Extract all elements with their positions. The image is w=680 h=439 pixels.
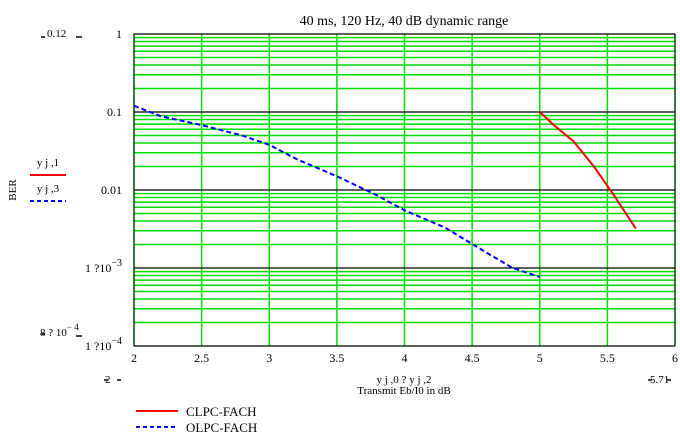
y-max-annotation: 0.12 [47,28,66,40]
x-tick-label: 4 [402,351,408,365]
x-max-annotation: 5.71 [650,374,669,386]
legend-label: OLPC-FACH [186,420,257,435]
x-tick-label: 6 [672,351,678,365]
x-tick-label: 4.5 [465,351,480,365]
y-tick-label: 1 ?10−3 [85,258,122,275]
plot-frame [133,33,676,347]
series-layer [133,104,637,278]
x-tick-label: 2 [131,351,137,365]
x-axis-label: Transmit Eb/I0 in dB [357,385,450,397]
y-legend-label: y j ,1 [37,157,59,169]
y-tick-label: 1 [116,27,122,41]
x-tick-label: 3.5 [329,351,344,365]
y-tick-label: 0.01 [101,183,122,197]
y-tick-label: 1 ?10−4 [85,336,122,353]
x-tick-labels: 2 2.5 3 3.5 4 4.5 5 5.5 6 [131,351,678,365]
x-tick-label: 2.5 [194,351,209,365]
y-expression-legend: y j ,1 y j ,3 [30,157,66,202]
y-min-annotation: 8 ? 10− 4 [40,322,79,339]
grid [133,33,676,347]
x-tick-label: 5.5 [600,351,615,365]
y-tick-labels: 1 0.1 0.01 1 ?10−3 1 ?10−4 [85,27,122,353]
corner-marks [41,36,671,381]
y-axis-label: BER [7,179,19,201]
series-line-1 [539,111,637,230]
x-tick-label: 3 [266,351,272,365]
x-tick-label: 5 [537,351,543,365]
y-legend-label: y j ,3 [37,183,60,195]
chart-title: 40 ms, 120 Hz, 40 dB dynamic range [300,14,509,29]
x-axis-expression: y j ,0 ? y j ,2 [377,374,432,386]
y-tick-label: 0.1 [107,105,122,119]
legend-label: CLPC-FACH [186,404,257,419]
